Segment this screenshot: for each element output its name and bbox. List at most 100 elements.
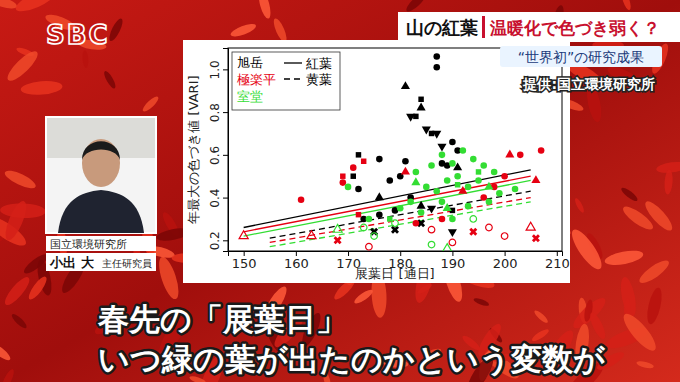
scatter-point (505, 150, 514, 158)
scatter-point (480, 194, 487, 201)
scatter-point (376, 211, 383, 218)
scatter-point (444, 177, 451, 184)
legend-label: 旭岳 (237, 55, 263, 70)
scatter-point (437, 144, 446, 152)
speaker-hair (82, 141, 120, 160)
legend-box (232, 52, 340, 110)
leaf (271, 17, 289, 44)
scatter-point (332, 234, 344, 246)
speaker-role: 主任研究員 (102, 258, 152, 269)
scatter-point (480, 162, 487, 169)
scatter-point (465, 184, 472, 191)
y-tick: 0.2 (208, 231, 228, 250)
scatter-point (411, 177, 420, 185)
speaker: 国立環境研究所小出 大主任研究員 (46, 117, 156, 271)
x-tick: 200 (493, 251, 518, 271)
y-tick: 1.0 (208, 60, 228, 79)
leaf (0, 368, 16, 382)
scatter-point (443, 203, 452, 211)
y-axis: 0.20.40.60.81.0 (208, 49, 229, 252)
screen: SBC1501601701801902002100.20.40.60.81.0展… (0, 0, 680, 382)
scatter-point (428, 162, 435, 169)
scatter-point (517, 152, 524, 159)
leaves (0, 0, 680, 382)
scatter-point (417, 103, 426, 111)
scatter-point (460, 147, 467, 154)
scatter-point (449, 139, 456, 146)
legend-line (284, 78, 302, 79)
scatter-point (449, 160, 456, 167)
scatter-point (423, 184, 430, 191)
leaf (619, 310, 660, 355)
scatter-point (406, 114, 415, 122)
scatter-point (433, 188, 440, 195)
scatter-point (470, 216, 477, 223)
leaf (141, 95, 160, 114)
y-tick-label: 0.2 (208, 231, 222, 250)
scatter-point (476, 169, 481, 174)
regression-line (244, 180, 531, 236)
leaf (107, 17, 125, 43)
scatter-point (491, 169, 498, 176)
scatter-point (397, 205, 404, 212)
scatter-point (418, 97, 423, 102)
scatter-point (371, 233, 378, 240)
legend-label: 黄葉 (306, 72, 332, 87)
chart-panel (183, 40, 570, 283)
scatter-point (449, 239, 456, 246)
leaf (620, 186, 640, 203)
scatter-point (368, 226, 380, 238)
scatter-point (530, 232, 542, 244)
scatter-point (386, 177, 393, 184)
y-tick: 0.8 (208, 103, 228, 122)
leaf (604, 248, 645, 268)
regression-line (270, 191, 531, 238)
leaf (404, 0, 428, 14)
legend-line (284, 62, 302, 63)
x-tick-label: 210 (545, 256, 570, 271)
scatter-point (340, 179, 347, 186)
leaf (1, 274, 32, 308)
scatter-point (360, 224, 367, 231)
scatter-point (454, 173, 461, 180)
leaf (10, 312, 29, 330)
speaker-org-box (46, 236, 156, 251)
scatter-point (239, 231, 248, 239)
speaker-face (82, 139, 120, 187)
scatter-point (355, 186, 362, 193)
tag-text: “世界初”の研究成果 (518, 49, 645, 65)
y-tick: 0.6 (208, 146, 228, 165)
leaf (473, 297, 490, 308)
plot-frame (228, 48, 562, 251)
scatter-point (467, 226, 479, 238)
leaf (257, 0, 273, 20)
scatter-point (427, 206, 436, 214)
scatter-point (439, 216, 446, 223)
scatter-point (413, 169, 420, 176)
y-tick-mark (223, 69, 228, 70)
leaf (636, 360, 655, 370)
legend-label: 紅葉 (306, 56, 332, 71)
x-axis-title: 展葉日 [通日] (355, 266, 434, 281)
leaf (229, 21, 257, 39)
regression-line (270, 198, 531, 243)
leaf (0, 341, 12, 363)
scatter-point (361, 159, 366, 164)
x-tick-label: 160 (284, 256, 309, 271)
scatter-point (333, 224, 342, 232)
scatter-point (428, 226, 435, 233)
scatter-point (486, 199, 493, 206)
scatter-point (526, 222, 535, 230)
y-tick-mark (223, 112, 228, 113)
scatter-point (465, 203, 472, 210)
leaf (620, 203, 656, 233)
scatter-point (484, 182, 493, 190)
headline-sub: 温暖化で色づき弱く？ (489, 18, 660, 38)
speaker-name: 小出 大 (49, 255, 95, 270)
scatter-point (387, 216, 392, 221)
scatter-point (366, 243, 373, 250)
speaker-org: 国立環境研究所 (50, 238, 127, 251)
scatter-point (439, 199, 446, 206)
scatter-point (413, 220, 420, 227)
leaf (567, 226, 606, 273)
